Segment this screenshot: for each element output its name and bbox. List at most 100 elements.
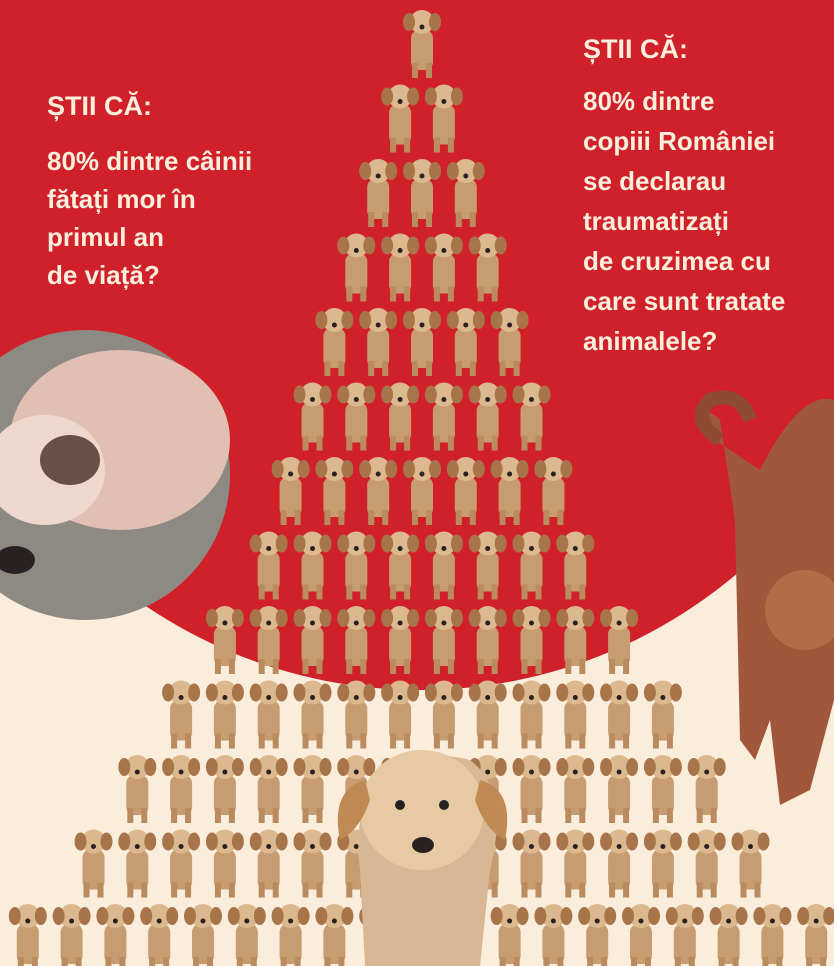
puppy-ear (381, 386, 393, 404)
puppy-ear (560, 460, 572, 478)
puppy-leg (667, 883, 673, 898)
puppy-nose (529, 695, 534, 700)
puppy-nose (266, 695, 271, 700)
puppy-leg (448, 436, 454, 451)
puppy-leg (127, 883, 133, 898)
puppy-ear (232, 833, 244, 851)
puppy-leg (675, 957, 681, 966)
puppy-nose (135, 770, 140, 775)
puppy-nose (266, 546, 271, 551)
puppy-leg (303, 808, 309, 823)
puppy-ear (294, 535, 306, 553)
puppy-ear (517, 311, 529, 329)
puppy-nose (266, 770, 271, 775)
puppy-ear (320, 535, 332, 553)
puppy-leg (536, 585, 542, 600)
puppy-ear (582, 535, 594, 553)
puppy-ear (495, 609, 507, 627)
puppy-leg (456, 510, 462, 525)
puppy-ear (425, 88, 437, 106)
puppy-leg (601, 957, 607, 966)
text-line: copiii României (583, 126, 775, 156)
puppy-nose (332, 323, 337, 328)
text-line: traumatizați (583, 206, 729, 236)
puppy-leg (346, 883, 352, 898)
puppy-ear (556, 535, 568, 553)
puppy-ear (53, 907, 65, 925)
puppy-leg (500, 957, 506, 966)
puppy-leg (492, 883, 498, 898)
puppy-leg (492, 436, 498, 451)
puppy-leg (448, 287, 454, 302)
puppy-nose (398, 621, 403, 626)
puppy-ear (451, 535, 463, 553)
puppy-ear (600, 758, 612, 776)
puppy-nose (485, 770, 490, 775)
puppy-nose (310, 770, 315, 775)
puppy-ear (118, 833, 130, 851)
puppy-ear (688, 758, 700, 776)
puppy-ear (600, 684, 612, 702)
puppy-nose (507, 919, 512, 924)
puppy-ear (363, 684, 375, 702)
puppy-ear (101, 833, 113, 851)
puppy-leg (171, 883, 177, 898)
puppy-nose (376, 323, 381, 328)
poster: ȘTII CĂ: 80% dintre câiniifătați mor înp… (0, 0, 834, 966)
puppy-nose (222, 770, 227, 775)
puppy-ear (451, 609, 463, 627)
puppy-ear (294, 758, 306, 776)
puppy-nose (266, 844, 271, 849)
puppy-ear (451, 684, 463, 702)
puppy-leg (609, 883, 615, 898)
puppy-ear (294, 684, 306, 702)
puppy-nose (354, 546, 359, 551)
puppy-leg (98, 883, 104, 898)
puppy-leg (426, 63, 432, 78)
puppy-leg (281, 957, 287, 966)
puppy-ear (276, 684, 288, 702)
puppy-nose (463, 174, 468, 179)
puppy-leg (317, 659, 323, 674)
puppy-nose (529, 546, 534, 551)
puppy-ear (250, 758, 262, 776)
puppy-ear (276, 758, 288, 776)
puppy-leg (609, 808, 615, 823)
puppy-ear (582, 609, 594, 627)
puppy-leg (368, 510, 374, 525)
puppy-leg (522, 883, 528, 898)
puppy-leg (32, 957, 38, 966)
puppy-leg (229, 659, 235, 674)
puppy-nose (412, 837, 434, 853)
puppy-ear (626, 609, 638, 627)
puppy-ear (294, 386, 306, 404)
puppy-leg (149, 957, 155, 966)
puppy-ear (359, 311, 371, 329)
puppy-ear (403, 311, 415, 329)
puppy-ear (644, 684, 656, 702)
puppy-ear (315, 460, 327, 478)
puppy-nose (639, 919, 644, 924)
puppy-leg (653, 734, 659, 749)
puppy-leg (295, 510, 301, 525)
puppy-ear (250, 609, 262, 627)
puppy-leg (820, 957, 826, 966)
puppy-ear (582, 684, 594, 702)
puppy-leg (623, 883, 629, 898)
puppy-nose (420, 472, 425, 477)
puppy-ear (276, 833, 288, 851)
puppy-nose (726, 919, 731, 924)
puppy-ear (600, 609, 612, 627)
puppy-ear (407, 535, 419, 553)
puppy-nose (704, 844, 709, 849)
puppy-ear (276, 609, 288, 627)
puppy-ear (539, 386, 551, 404)
puppy-leg (697, 808, 703, 823)
puppy-ear (451, 88, 463, 106)
puppy-leg (609, 659, 615, 674)
puppy-leg (522, 659, 528, 674)
puppy-nose (354, 621, 359, 626)
puppy-leg (317, 436, 323, 451)
puppy-ear (539, 535, 551, 553)
puppy-leg (346, 734, 352, 749)
